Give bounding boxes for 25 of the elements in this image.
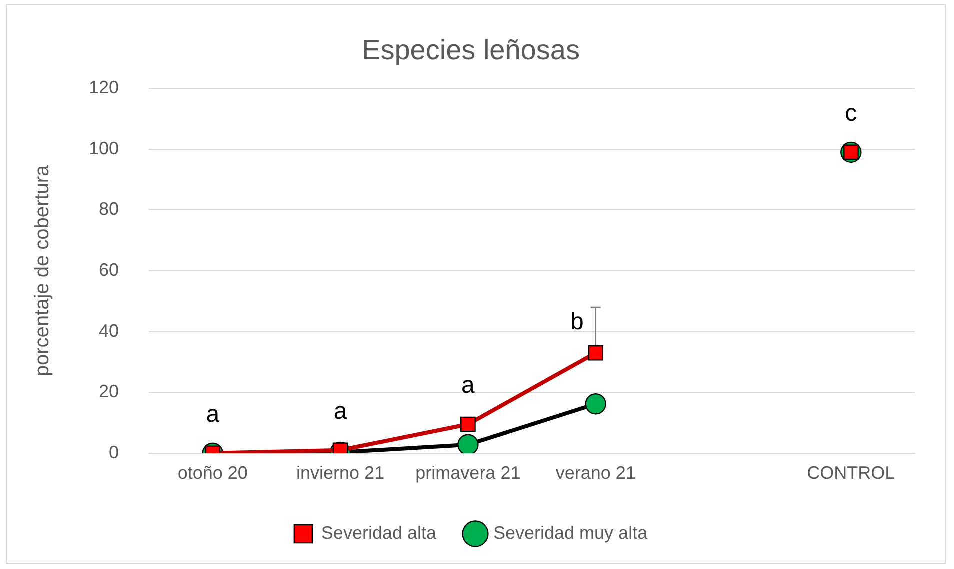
point [588, 345, 604, 361]
x-tick-label: invierno 21 [296, 463, 385, 484]
annotation: c [845, 100, 858, 128]
y-tick-label: 20 [99, 382, 120, 402]
x-tick-label: verano 21 [556, 463, 636, 484]
y-tick-label: 0 [109, 442, 120, 462]
legend-label: Severidad muy alta [493, 522, 649, 543]
y-tick-label: 80 [99, 199, 120, 220]
chart-title: Especies leñosas [362, 34, 580, 66]
y-axis-title: porcentaje de cobertura [32, 164, 54, 377]
x-tick-label: primavera 21 [416, 463, 521, 484]
y-tick-label: 100 [88, 138, 120, 158]
y-tick-label: 40 [99, 320, 120, 341]
annotation: b [570, 308, 584, 336]
point [458, 434, 479, 454]
x-tick-label: otoño 20 [178, 463, 248, 484]
point [585, 394, 606, 415]
annotation: a [462, 372, 476, 400]
annotation: a [206, 401, 220, 428]
y-tick-label: 120 [88, 78, 120, 98]
point [460, 416, 476, 432]
annotation: a [334, 398, 348, 425]
legend-label: Severidad alta [321, 522, 438, 543]
x-tick-label: CONTROL [807, 463, 896, 484]
y-tick-label: 60 [99, 260, 120, 280]
